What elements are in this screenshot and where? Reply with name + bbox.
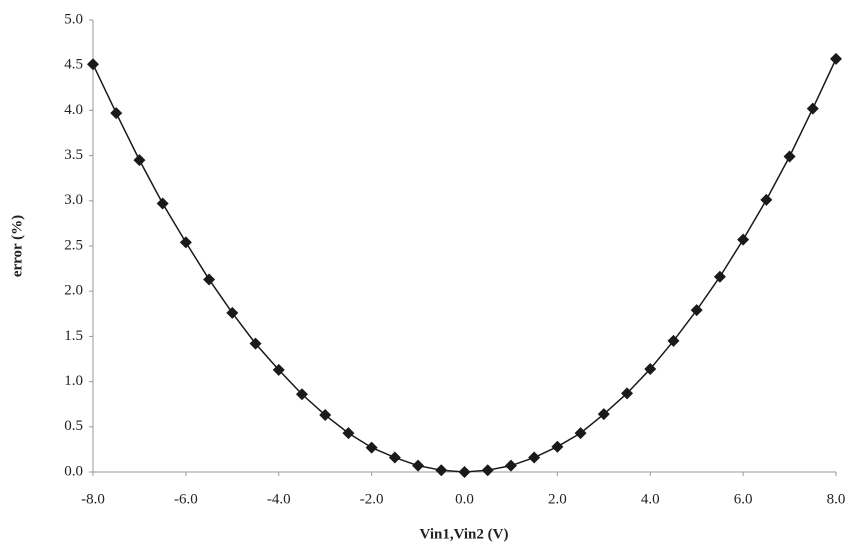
- data-point: [435, 464, 447, 476]
- page: {"chart_data": {"type": "line", "x_label…: [0, 0, 853, 556]
- x-tick-label: 6.0: [734, 491, 753, 507]
- data-point: [157, 198, 169, 210]
- data-point: [110, 107, 122, 119]
- data-point: [180, 236, 192, 248]
- y-tick-label: 5.0: [64, 11, 83, 27]
- data-point: [203, 273, 215, 285]
- y-tick-label: 4.5: [64, 57, 83, 73]
- x-tick-label: -8.0: [81, 491, 105, 507]
- data-point: [366, 442, 378, 454]
- y-tick-label: 4.0: [64, 102, 83, 118]
- x-tick-label: -6.0: [174, 491, 198, 507]
- x-tick-label: 4.0: [641, 491, 660, 507]
- y-tick-label: 1.0: [64, 373, 83, 389]
- y-axis-title: error (%): [9, 215, 25, 277]
- data-point: [528, 452, 540, 464]
- data-point: [389, 452, 401, 464]
- x-tick-label: -4.0: [267, 491, 291, 507]
- data-point: [459, 466, 471, 478]
- data-line: [93, 59, 836, 472]
- y-tick-label: 0.5: [64, 418, 83, 434]
- data-point: [691, 304, 703, 316]
- x-tick-label: 0.0: [455, 491, 474, 507]
- data-point: [412, 460, 424, 472]
- data-point: [505, 460, 517, 472]
- data-point: [760, 194, 772, 206]
- y-tick-label: 2.5: [64, 237, 83, 253]
- data-point: [737, 234, 749, 246]
- x-axis-title: Vin1,Vin2 (V): [420, 526, 509, 542]
- data-point: [87, 58, 99, 70]
- data-point: [807, 103, 819, 115]
- chart: Vin1,Vin2 (V) error (%) 0.0 0.5 1.0 1.5 2.0 2…: [0, 0, 853, 556]
- y-tick-label: 0.0: [64, 463, 83, 479]
- data-point: [482, 464, 494, 476]
- y-tick-label: 2.0: [64, 283, 83, 299]
- data-point: [551, 441, 563, 453]
- data-point: [226, 307, 238, 319]
- x-tick-label: 2.0: [548, 491, 567, 507]
- y-tick-label: 3.0: [64, 192, 83, 208]
- data-point: [784, 151, 796, 163]
- x-tick-label: -2.0: [360, 491, 384, 507]
- data-point: [133, 154, 145, 166]
- data-point: [830, 53, 842, 65]
- y-tick-label: 1.5: [64, 328, 83, 344]
- data-point: [714, 271, 726, 283]
- x-tick-label: 8.0: [827, 491, 846, 507]
- y-tick-label: 3.5: [64, 147, 83, 163]
